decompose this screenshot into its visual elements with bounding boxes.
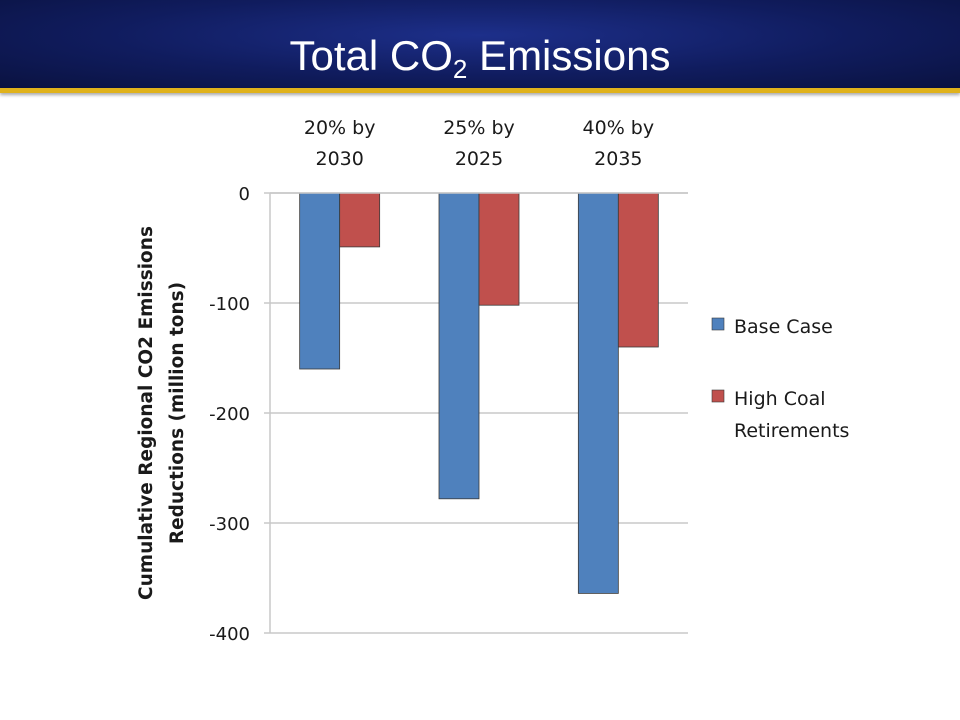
axes — [264, 192, 688, 634]
y-tick-label: -400 — [209, 624, 250, 645]
bar-base-case-3 — [577, 192, 619, 594]
title-bar — [0, 0, 960, 88]
slide-title: Total CO2 Emissions — [0, 28, 960, 84]
y-tick-label: 0 — [239, 184, 250, 205]
slide-title-main: Total CO — [289, 32, 453, 79]
legend-label: Base Case — [734, 316, 833, 338]
bar-base-case-1 — [299, 192, 341, 370]
bar-high-coal-1 — [339, 192, 381, 248]
bar-high-coal-2 — [478, 192, 520, 306]
legend: Base Case High Coal Retirements — [711, 316, 849, 442]
y-tick-label: -200 — [209, 404, 250, 425]
slide-title-rest: Emissions — [467, 32, 671, 79]
bars — [299, 192, 659, 594]
slide-title-subscript: 2 — [452, 54, 468, 84]
labels: 0 -100 -200 -300 -400 20% by 2030 25% by 2025 40%… — [136, 117, 654, 645]
y-tick-label: -100 — [209, 294, 250, 315]
category-label: 25% by 2025 — [443, 117, 515, 170]
bar-base-case-2 — [438, 192, 480, 500]
bar-high-coal-3 — [617, 192, 659, 348]
title-rule — [0, 88, 960, 93]
category-label: 40% by 2035 — [583, 117, 655, 170]
legend-label: High Coal Retirements — [734, 388, 849, 442]
category-label: 20% by 2030 — [304, 117, 376, 170]
y-tick-label: -300 — [209, 514, 250, 535]
legend-swatch — [711, 317, 725, 331]
y-axis-label: Cumulative Regional CO2 Emissions Reducti… — [136, 226, 188, 600]
legend-swatch — [711, 389, 725, 403]
